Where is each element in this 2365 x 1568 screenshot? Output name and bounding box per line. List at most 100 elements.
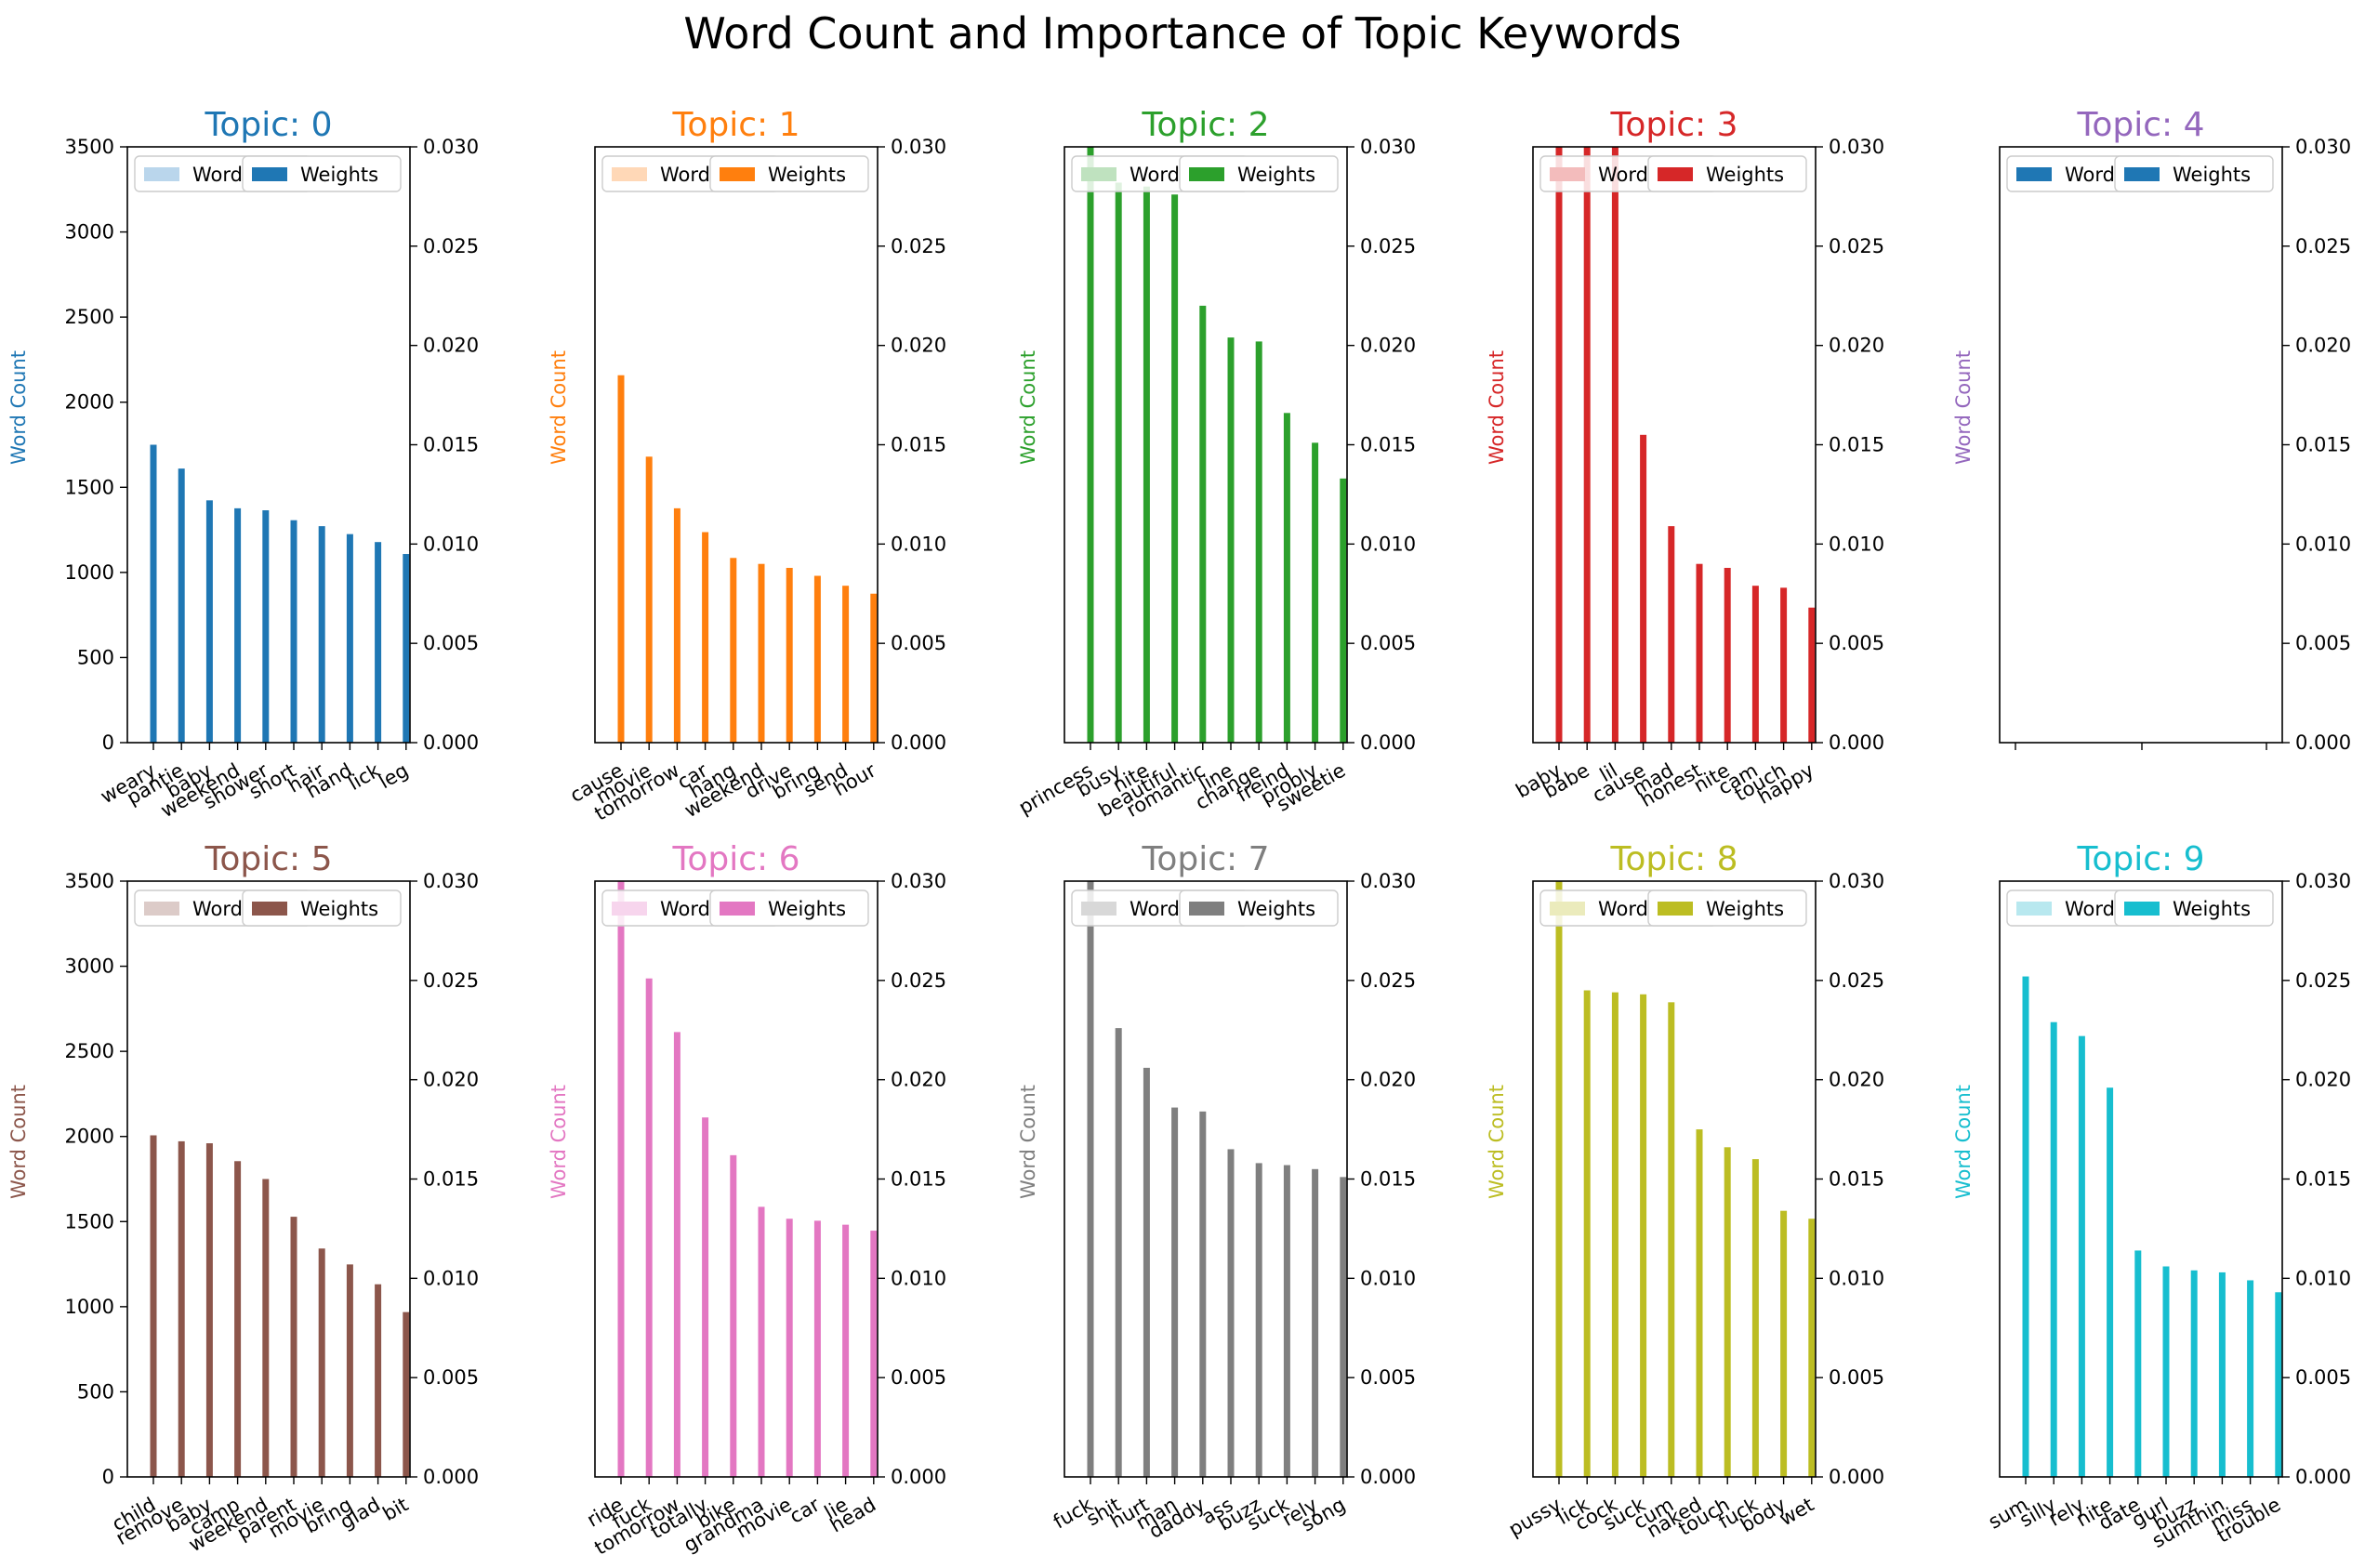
bar-weight-leg (403, 554, 410, 743)
bar-weight-romantic (1199, 305, 1207, 743)
subplot-title: Topic: 9 (2076, 840, 2204, 878)
legend-weights: Weights (242, 889, 402, 927)
legend-weights: Weights (2114, 889, 2274, 927)
y-axis-label: Word Count (1486, 1085, 1508, 1199)
bar-weight-shower (262, 510, 270, 743)
legend-swatch (1081, 167, 1116, 181)
y2-tick-label: 0.030 (2295, 870, 2351, 892)
y-tick-label: 3000 (65, 221, 114, 244)
y-tick-label: 2500 (65, 306, 114, 328)
legend-swatch (2016, 902, 2052, 916)
legend-swatch (252, 167, 287, 181)
bar-weight-change (1255, 341, 1262, 743)
bar-weight-totally (702, 1117, 709, 1477)
y2-tick-label: 0.020 (423, 1069, 479, 1091)
y2-tick-label: 0.010 (423, 1267, 479, 1289)
bar-weight-sumthin (2218, 1272, 2226, 1477)
legend-swatch (1550, 902, 1585, 916)
y2-tick-label: 0.010 (1829, 533, 1884, 555)
y-tick-label: 1500 (65, 476, 114, 498)
bar-weight-probly (1312, 442, 1319, 743)
bar-weight-trouble (2275, 1292, 2282, 1477)
legend-label: Weights (768, 164, 846, 186)
y2-tick-label: 0.020 (1360, 335, 1416, 357)
y2-tick-label: 0.020 (891, 1069, 946, 1091)
bars (1087, 881, 1347, 1477)
bar-weight-weekend (758, 563, 765, 743)
y2-tick-label: 0.005 (891, 632, 946, 654)
y-tick-label: 2000 (65, 1126, 114, 1148)
bar-weight-happy (1808, 607, 1816, 743)
y2-tick-label: 0.025 (2295, 969, 2351, 992)
legend-label: Weights (768, 898, 846, 920)
y2-tick-label: 0.025 (2295, 235, 2351, 257)
y2-tick-label: 0.025 (1829, 235, 1884, 257)
subplot-topic-2: 0.0000.0050.0100.0150.0200.0250.030princ… (1015, 106, 1416, 822)
y2-tick-label: 0.030 (423, 136, 479, 158)
legend-label: Weights (1237, 164, 1315, 186)
bars (1087, 147, 1347, 743)
legend-weights: Weights (1647, 155, 1807, 192)
legend-swatch (1658, 167, 1693, 181)
bar-weight-rely (1312, 1168, 1319, 1477)
y-tick-label: 1500 (65, 1210, 114, 1232)
y-tick-label: 2500 (65, 1040, 114, 1062)
subplot-topic-3: 0.0000.0050.0100.0150.0200.0250.030babyb… (1486, 106, 1884, 811)
y2-tick-label: 0.005 (2295, 1366, 2351, 1389)
y2-tick-label: 0.010 (2295, 1267, 2351, 1289)
y2-tick-label: 0.005 (1829, 632, 1884, 654)
bar-weight-tomorrow (673, 1032, 680, 1477)
y2-tick-label: 0.015 (891, 1168, 946, 1191)
y2-tick-label: 0.020 (1360, 1069, 1416, 1091)
bar-weight-lie (842, 1224, 850, 1477)
y-tick-label: 500 (77, 1380, 114, 1403)
y-axis-label: Word Count (7, 350, 30, 465)
bar-weight-nite (1724, 567, 1731, 743)
subplot-title: Topic: 6 (671, 840, 799, 878)
y2-tick-label: 0.020 (891, 335, 946, 357)
bar-weight-parent (290, 1217, 297, 1477)
bars (1555, 147, 1816, 743)
y-tick-label: 3500 (65, 870, 114, 892)
bar-weight-touch (1724, 1147, 1731, 1477)
y2-tick-label: 0.020 (2295, 1069, 2351, 1091)
bar-weight-remove (178, 1140, 185, 1477)
bar-weight-head (870, 1231, 878, 1477)
y2-tick-label: 0.025 (891, 969, 946, 992)
bar-weight-rely (2078, 1035, 2085, 1477)
y2-tick-label: 0.005 (423, 1366, 479, 1389)
y2-tick-label: 0.000 (1829, 1466, 1884, 1488)
bar-weight-babe (1583, 147, 1591, 743)
y-axis-label: Word Count (7, 1085, 30, 1199)
subplot-topic-7: 0.0000.0050.0100.0150.0200.0250.030fucks… (1017, 840, 1416, 1543)
bars (150, 1135, 410, 1477)
y2-tick-label: 0.030 (1360, 870, 1416, 892)
bar-weight-hand (346, 534, 353, 743)
y2-tick-label: 0.025 (1360, 235, 1416, 257)
y2-tick-label: 0.000 (891, 1466, 946, 1488)
y-tick-label: 0 (102, 731, 114, 754)
x-tick-label: car (786, 1493, 824, 1527)
y2-tick-label: 0.005 (891, 1366, 946, 1389)
subplot-title: Topic: 0 (204, 106, 332, 144)
bar-weight-car (813, 1220, 821, 1477)
legend-weights: Weights (1179, 155, 1339, 192)
bar-weight-fuck (1751, 1159, 1759, 1477)
y2-tick-label: 0.020 (1829, 1069, 1884, 1091)
legend-swatch (720, 167, 755, 181)
subplot-title: Topic: 2 (1141, 106, 1269, 144)
bar-weight-suck (1283, 1165, 1290, 1477)
subplot-title: Topic: 3 (1609, 106, 1737, 144)
bar-weight-gurl (2162, 1266, 2170, 1477)
bar-weight-ass (1227, 1149, 1235, 1477)
y2-tick-label: 0.005 (1360, 632, 1416, 654)
legend-swatch (144, 167, 179, 181)
bar-weight-child (150, 1135, 157, 1477)
bar-weight-silly (2050, 1021, 2057, 1477)
bar-weight-lick (375, 542, 382, 743)
y2-tick-label: 0.005 (1360, 1366, 1416, 1389)
subplot-title: Topic: 8 (1609, 840, 1737, 878)
bars (150, 444, 410, 743)
bar-weight-touch (1780, 587, 1788, 743)
bar-weight-glad (375, 1284, 382, 1477)
